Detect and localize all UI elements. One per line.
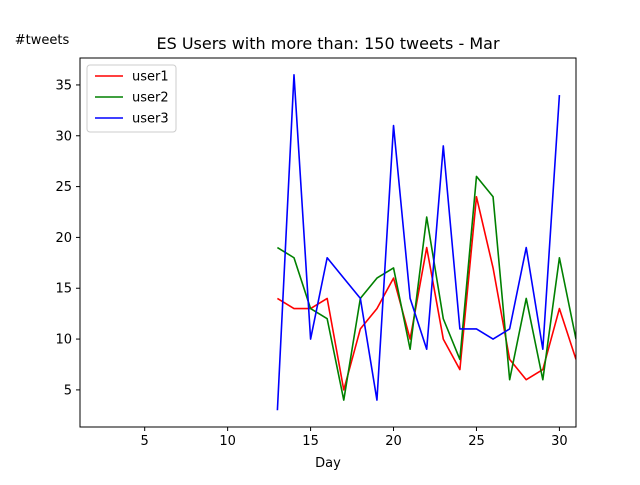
series-line-user1 bbox=[276, 195, 576, 391]
legend-box bbox=[86, 64, 177, 133]
series-lines bbox=[276, 73, 576, 411]
y-axis-label: #tweets bbox=[15, 33, 70, 48]
legend: user1 user2 user3 bbox=[86, 64, 177, 133]
y-tick-label: 25 bbox=[55, 180, 72, 195]
y-tick-label: 10 bbox=[55, 333, 72, 348]
y-tick-label: 35 bbox=[55, 78, 72, 93]
legend-label-user1: user1 bbox=[132, 70, 169, 85]
chart-title: ES Users with more than: 150 tweets - Ma… bbox=[156, 34, 499, 53]
series-line-user3 bbox=[276, 73, 561, 411]
y-tick-label: 20 bbox=[55, 231, 72, 246]
x-tick-label: 20 bbox=[385, 434, 402, 449]
x-tick-label: 25 bbox=[468, 434, 485, 449]
series-line-user2 bbox=[276, 175, 576, 401]
x-tick-label: 10 bbox=[219, 434, 236, 449]
y-tick-label: 5 bbox=[64, 383, 72, 398]
axis-ticks: 5 10 15 20 25 30 5 10 15 20 25 30 35 bbox=[55, 78, 567, 449]
y-tick-label: 30 bbox=[55, 129, 72, 144]
x-tick-label: 30 bbox=[551, 434, 568, 449]
x-tick-label: 5 bbox=[141, 434, 149, 449]
legend-label-user2: user2 bbox=[132, 91, 169, 106]
legend-label-user3: user3 bbox=[132, 112, 169, 127]
plot-area-frame bbox=[79, 57, 577, 428]
x-tick-label: 15 bbox=[302, 434, 319, 449]
x-axis-label: Day bbox=[315, 456, 341, 471]
y-tick-label: 15 bbox=[55, 282, 72, 297]
